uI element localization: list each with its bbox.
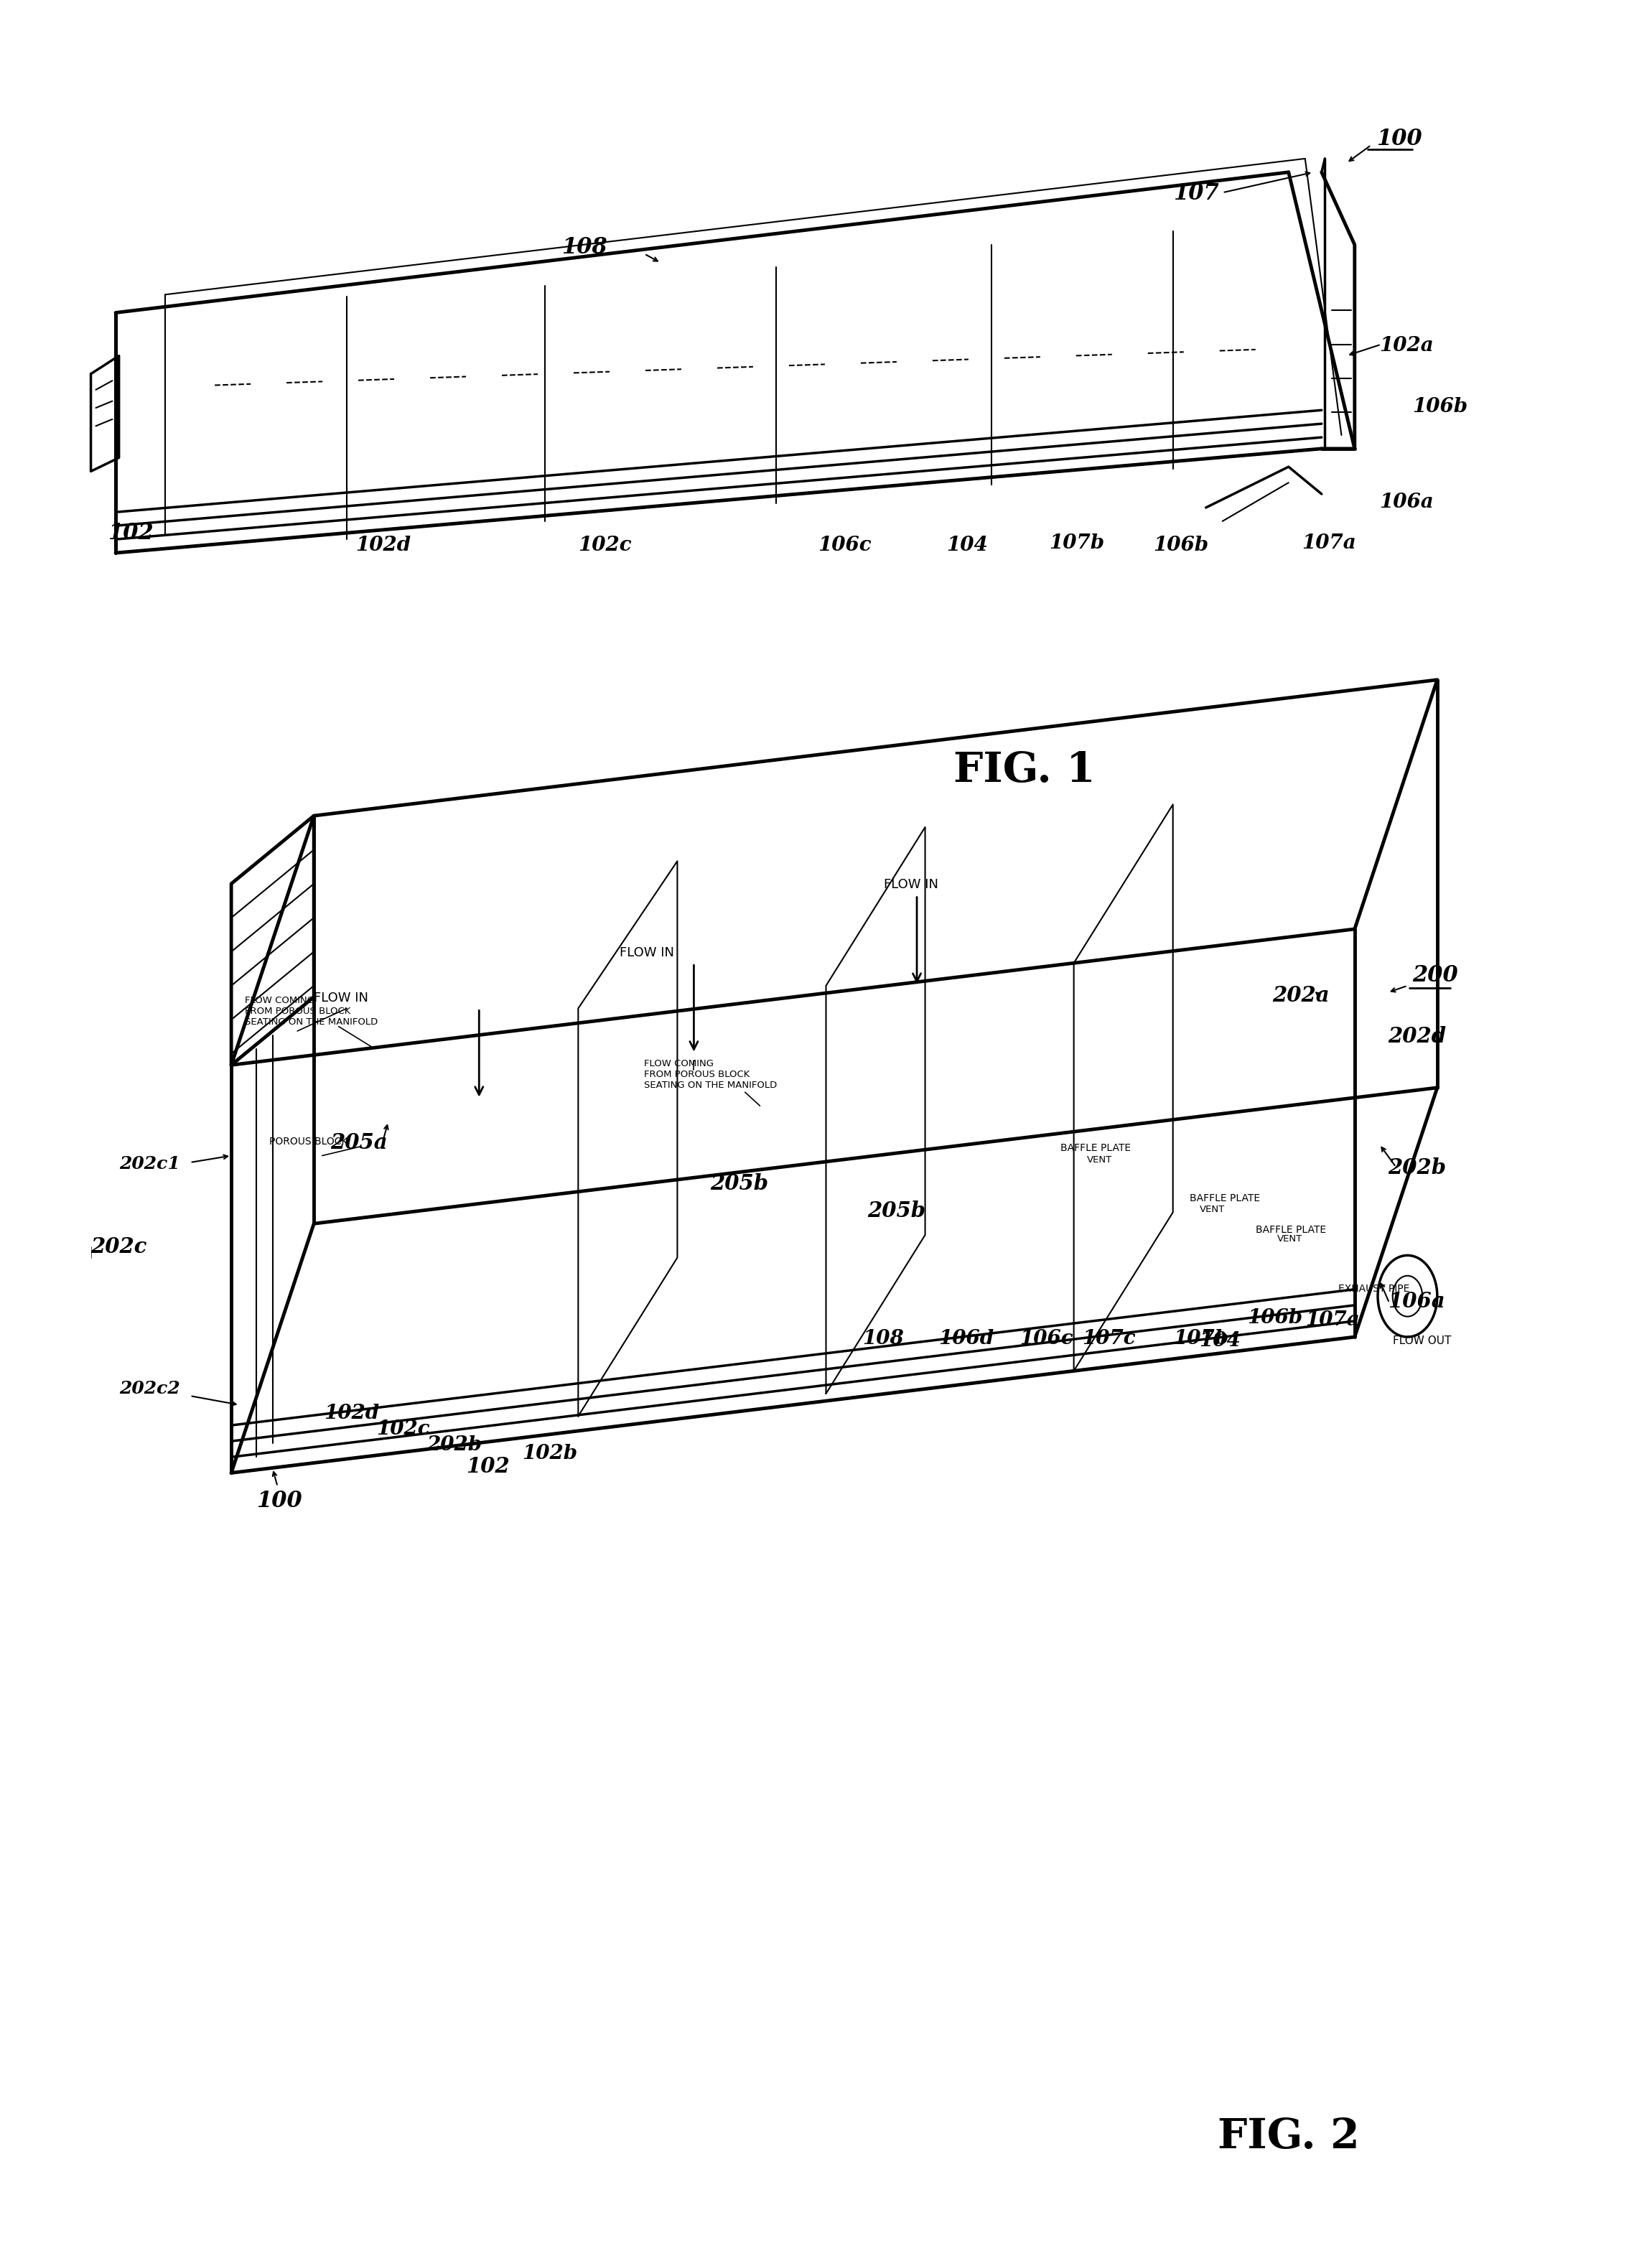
Text: POROUS BLOCK: POROUS BLOCK bbox=[269, 1138, 349, 1147]
Text: EXHAUST PIPE: EXHAUST PIPE bbox=[1338, 1285, 1409, 1294]
Text: 102c: 102c bbox=[377, 1419, 430, 1439]
Text: 107a: 107a bbox=[1302, 533, 1356, 553]
Text: FIG. 1: FIG. 1 bbox=[953, 750, 1095, 791]
Text: VENT: VENT bbox=[1087, 1156, 1112, 1165]
Text: BAFFLE PLATE: BAFFLE PLATE bbox=[1256, 1226, 1327, 1235]
Text: 102d: 102d bbox=[355, 535, 411, 555]
Text: 202c: 202c bbox=[91, 1237, 147, 1258]
Text: 104: 104 bbox=[947, 535, 988, 555]
Text: 202c2: 202c2 bbox=[119, 1380, 180, 1398]
Text: 106d: 106d bbox=[938, 1328, 995, 1348]
Text: FIG. 2: FIG. 2 bbox=[1218, 2116, 1360, 2157]
Text: 102: 102 bbox=[466, 1457, 509, 1477]
Text: 205b: 205b bbox=[710, 1174, 768, 1194]
Text: 107b: 107b bbox=[1173, 1328, 1229, 1348]
Text: 202b: 202b bbox=[426, 1434, 482, 1455]
Text: FLOW COMING
FROM POROUS BLOCK
SEATING ON THE MANIFOLD: FLOW COMING FROM POROUS BLOCK SEATING ON… bbox=[244, 995, 378, 1026]
Text: 107: 107 bbox=[1173, 181, 1219, 204]
Text: 202d: 202d bbox=[1388, 1026, 1446, 1047]
Text: BAFFLE PLATE: BAFFLE PLATE bbox=[1061, 1144, 1132, 1153]
Text: FLOW IN: FLOW IN bbox=[314, 993, 368, 1004]
Text: 106b: 106b bbox=[1247, 1307, 1303, 1328]
Text: 102a: 102a bbox=[1379, 335, 1434, 356]
Text: 106a: 106a bbox=[1388, 1292, 1446, 1312]
Text: 104: 104 bbox=[1199, 1330, 1241, 1351]
Text: 106a: 106a bbox=[1379, 492, 1434, 512]
Text: 102b: 102b bbox=[522, 1443, 578, 1464]
Text: 107c: 107c bbox=[1082, 1328, 1135, 1348]
Text: 102d: 102d bbox=[324, 1403, 380, 1423]
Text: 106c: 106c bbox=[818, 535, 871, 555]
Text: 200: 200 bbox=[1412, 963, 1459, 986]
Text: 100: 100 bbox=[1376, 127, 1422, 150]
Text: 100: 100 bbox=[256, 1489, 302, 1511]
Text: FLOW IN: FLOW IN bbox=[884, 879, 938, 891]
Text: 202b: 202b bbox=[1388, 1158, 1446, 1178]
Text: 106c: 106c bbox=[1019, 1328, 1072, 1348]
Text: 106b: 106b bbox=[1412, 397, 1469, 417]
Text: 108: 108 bbox=[562, 236, 608, 258]
Text: 107a: 107a bbox=[1305, 1310, 1360, 1330]
Text: 202c1: 202c1 bbox=[119, 1156, 180, 1174]
Text: FLOW COMING
FROM POROUS BLOCK
SEATING ON THE MANIFOLD: FLOW COMING FROM POROUS BLOCK SEATING ON… bbox=[644, 1058, 778, 1090]
Text: 205a: 205a bbox=[330, 1133, 388, 1153]
Text: 108: 108 bbox=[862, 1328, 904, 1348]
Text: 205b: 205b bbox=[867, 1201, 925, 1221]
Text: 102c: 102c bbox=[578, 535, 631, 555]
Text: BAFFLE PLATE: BAFFLE PLATE bbox=[1189, 1194, 1260, 1203]
Text: 106b: 106b bbox=[1153, 535, 1209, 555]
Text: 107b: 107b bbox=[1049, 533, 1105, 553]
Text: FLOW OUT: FLOW OUT bbox=[1393, 1335, 1450, 1346]
Text: VENT: VENT bbox=[1277, 1235, 1302, 1244]
Text: 102: 102 bbox=[107, 521, 154, 544]
Text: 202a: 202a bbox=[1272, 986, 1330, 1006]
Text: VENT: VENT bbox=[1199, 1206, 1224, 1215]
Text: FLOW IN: FLOW IN bbox=[620, 947, 674, 959]
